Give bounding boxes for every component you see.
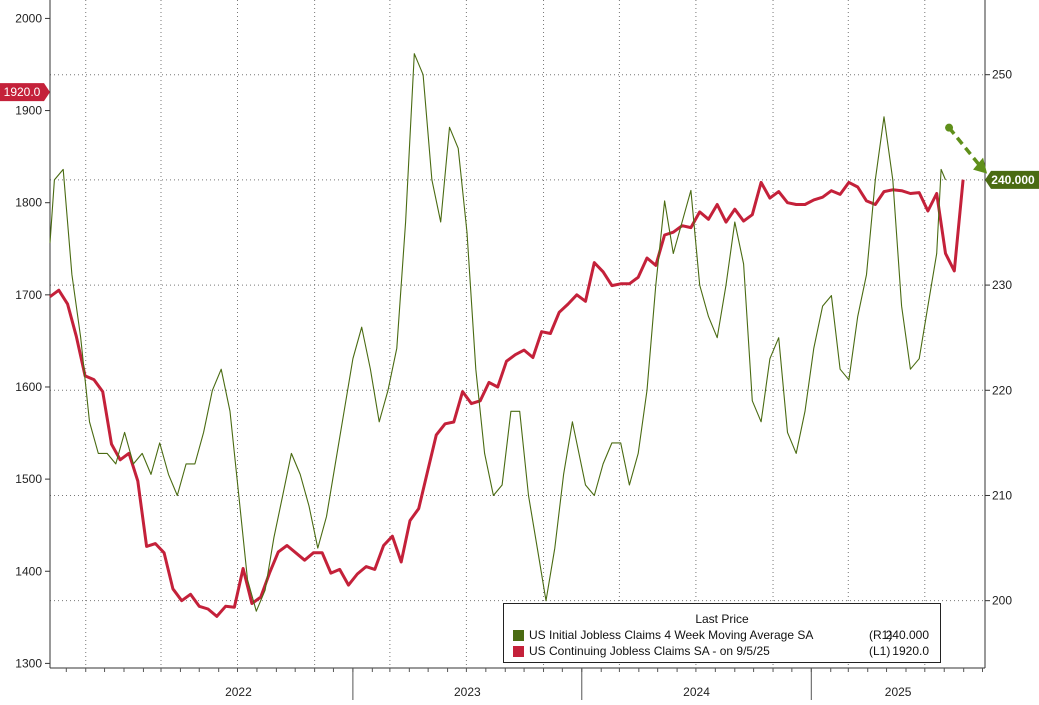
last-value-tag-continuing-text: 1920.0 — [4, 85, 41, 99]
continuing-claims-line — [49, 179, 965, 618]
left-tick-label: 1500 — [15, 472, 42, 486]
x-tick-label: 2024 — [683, 685, 710, 699]
legend-entry-initial-claims: US Initial Jobless Claims 4 Week Moving … — [504, 627, 940, 643]
left-tick-label: 1300 — [15, 656, 42, 670]
trend-arrow-head — [973, 157, 988, 174]
left-tick-label: 2000 — [15, 11, 42, 25]
trend-arrow-shaft — [947, 126, 981, 166]
legend-last-value: 240.000 — [885, 628, 929, 642]
left-tick-label: 1600 — [15, 380, 42, 394]
left-tick-label: 1800 — [15, 196, 42, 210]
last-value-tag-initial-text: 240.000 — [991, 173, 1035, 187]
right-tick-label: 230 — [992, 278, 1012, 292]
right-tick-label: 210 — [992, 488, 1012, 502]
x-tick-label: 2022 — [225, 685, 252, 699]
legend-title: Last Price — [695, 612, 749, 626]
right-tick-label: 250 — [992, 68, 1012, 82]
legend-entry-continuing-claims: US Continuing Jobless Claims SA - on 9/5… — [504, 643, 940, 659]
legend-label: US Initial Jobless Claims 4 Week Moving … — [529, 628, 814, 642]
initial-claims-line — [49, 53, 947, 612]
left-tick-label: 1900 — [15, 104, 42, 118]
legend-axis-ref: (L1) — [869, 644, 891, 658]
x-tick-label: 2023 — [454, 685, 481, 699]
x-tick-label: 2025 — [885, 685, 912, 699]
legend-swatch-initial-claims — [513, 630, 524, 641]
last-value-tag-continuing — [0, 83, 50, 102]
legend-axis-ref: (R1) — [869, 628, 893, 642]
legend: Last Price US Initial Jobless Claims 4 W… — [503, 603, 941, 663]
legend-last-value: 1920.0 — [892, 644, 929, 658]
legend-swatch-continuing-claims — [513, 646, 524, 657]
right-tick-label: 200 — [992, 594, 1012, 608]
last-value-tag-initial — [985, 170, 1039, 189]
legend-label: US Continuing Jobless Claims SA - on 9/5… — [529, 644, 770, 658]
right-tick-label: 220 — [992, 383, 1012, 397]
left-tick-label: 1400 — [15, 564, 42, 578]
left-tick-label: 1700 — [15, 288, 42, 302]
